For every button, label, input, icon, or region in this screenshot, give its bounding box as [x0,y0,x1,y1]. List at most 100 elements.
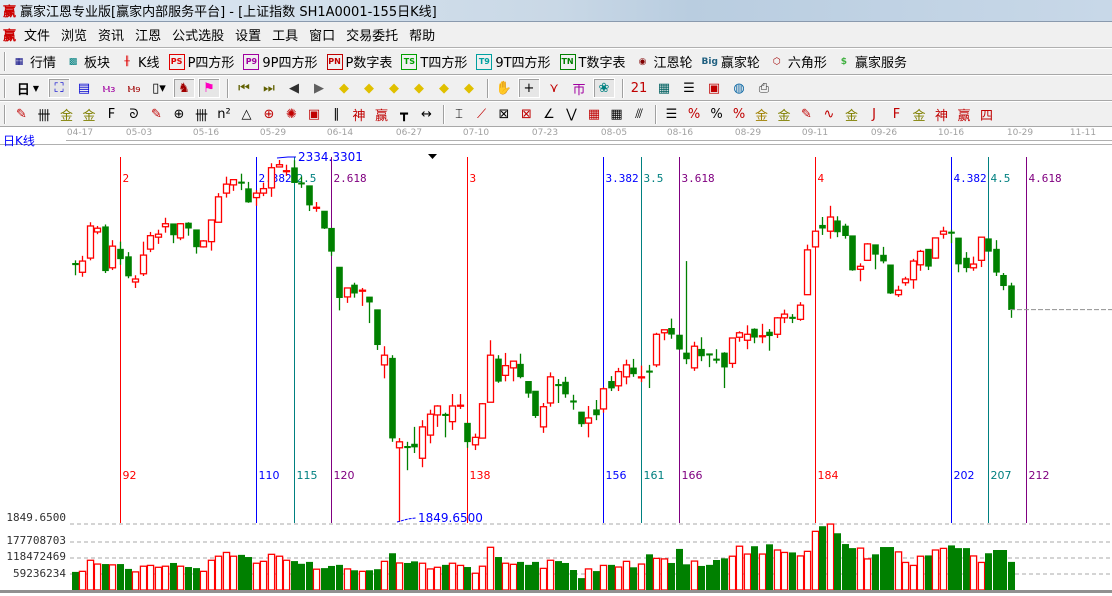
candle[interactable] [803,244,812,296]
candle[interactable] [478,402,487,439]
candle[interactable] [849,235,856,271]
calendar-icon[interactable]: 21 [630,80,648,96]
candle[interactable] [826,205,835,239]
toolbar-button[interactable]: ⬡ 六角形 [769,52,827,71]
first-icon[interactable]: ⏮ [238,80,250,96]
candle[interactable] [690,341,699,371]
parallel-lines-icon[interactable]: 卌 [37,108,51,124]
candle[interactable] [599,387,608,413]
candle[interactable] [131,275,140,288]
candle[interactable] [404,441,411,471]
candle[interactable] [433,405,442,427]
menu-item[interactable]: 设置 [235,29,262,44]
candle[interactable] [931,237,940,259]
candle[interactable] [909,258,918,289]
shen-angle-icon[interactable]: 神 [934,108,948,124]
menu-item[interactable]: 帮助 [409,29,436,44]
move-left-icon[interactable]: ◆ [339,80,349,96]
candle[interactable] [894,285,903,297]
chart-layout-icon[interactable]: ⛶ [48,78,70,98]
candle[interactable] [282,164,291,176]
candle[interactable] [1008,282,1015,318]
candle[interactable] [125,252,132,279]
toolbar-button[interactable]: PS P四方形 [168,52,234,71]
candle[interactable] [486,340,495,403]
gold-red-icon[interactable]: 金 [844,108,858,124]
candle[interactable] [442,412,449,438]
candle[interactable] [939,226,948,239]
toolbar-button[interactable]: ╫ K线 [119,52,159,71]
notes-icon[interactable]: ☰ [683,80,695,96]
candle[interactable] [351,282,358,298]
menu-item[interactable]: 文件 [24,29,51,44]
gold-lines-icon[interactable]: 金 [777,108,791,124]
candle[interactable] [245,181,252,203]
spiral-lines-icon[interactable]: ᘐ [129,106,139,122]
toolbar-grip[interactable] [4,104,6,124]
candle[interactable] [676,334,683,350]
f-lines-icon[interactable]: F [107,106,116,122]
candle[interactable] [608,376,615,392]
crosshair-icon[interactable]: + [518,78,540,98]
pen-scale-icon[interactable]: ✎ [151,106,162,122]
candle[interactable] [811,230,820,248]
candle[interactable] [834,216,841,238]
network-icon[interactable]: ◍ [733,80,745,96]
candle[interactable] [501,352,510,382]
candle[interactable] [495,355,502,383]
candle[interactable] [517,353,524,379]
calculator-icon[interactable]: ▦ [657,80,671,96]
candle[interactable] [328,227,335,256]
toolbar-button[interactable]: PN P数字表 [326,52,392,71]
candle[interactable] [969,256,978,271]
gold-angle-icon[interactable]: 金 [912,108,926,124]
candle[interactable] [291,160,298,183]
candle[interactable] [901,276,910,286]
vertical-lines-icon[interactable]: 卌 [194,108,208,124]
shen-icon[interactable]: 神 [352,108,366,124]
candle[interactable] [880,246,887,264]
square-target-icon[interactable]: ▣ [307,106,321,122]
candle[interactable] [698,337,705,362]
candle[interactable] [660,329,669,341]
candle[interactable] [411,426,418,454]
candle[interactable] [780,309,789,324]
gold-line-2-icon[interactable]: 金 [82,108,96,124]
candle[interactable] [426,409,435,444]
j-angle-icon[interactable]: J [872,106,876,122]
candle[interactable] [683,261,690,365]
wave-icon[interactable]: ∿ [823,106,835,122]
candle[interactable] [312,202,321,212]
candle[interactable] [819,217,826,235]
indicator-9-icon[interactable]: ⲙ₉ [127,80,141,96]
candle[interactable] [593,399,600,421]
move-right-icon[interactable]: ◆ [364,80,374,96]
candle[interactable] [108,240,117,271]
candle[interactable] [464,422,471,448]
menu-item[interactable]: 工具 [272,29,299,44]
candle[interactable] [418,420,427,468]
candle[interactable] [637,365,646,383]
menu-item[interactable]: 交易委托 [346,29,399,44]
candle[interactable] [306,185,313,212]
candle[interactable] [259,182,268,197]
gann-box-icon[interactable]: ⊠ [498,106,510,122]
candle[interactable] [743,325,752,350]
gold-circle-icon[interactable]: 金 [754,108,768,124]
candle[interactable] [252,190,261,206]
candle[interactable] [161,217,170,233]
candle[interactable] [735,331,744,342]
candle[interactable] [948,229,955,244]
candle[interactable] [238,173,245,191]
candle[interactable] [546,372,555,407]
candle[interactable] [471,433,480,451]
candle[interactable] [584,405,593,438]
menu-item[interactable]: 资讯 [98,29,125,44]
candle[interactable] [448,394,457,430]
gann-fan-icon[interactable]: ⊠ [521,106,532,122]
menu-item[interactable]: 公式选股 [172,29,225,44]
pen-icon[interactable]: ✎ [16,106,27,122]
ying-icon[interactable]: 赢 [374,108,388,124]
expand-v-icon[interactable]: ◆ [464,80,474,96]
candle[interactable] [1000,273,1007,291]
